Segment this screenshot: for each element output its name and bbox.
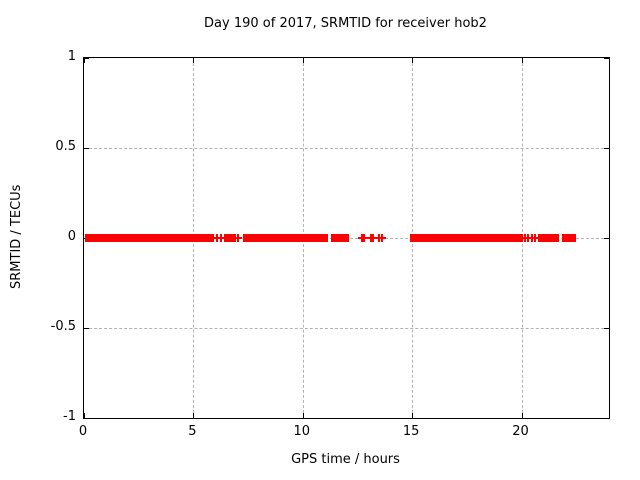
- x-tick-label: 5: [188, 424, 197, 439]
- y-tick-label: 1: [67, 49, 76, 64]
- y-tick-left: [84, 418, 89, 419]
- x-tick-top: [521, 58, 523, 63]
- y-tick-label: 0.5: [55, 139, 76, 154]
- plus-marker: [221, 234, 230, 242]
- data-segment: [409, 234, 523, 242]
- plus-marker: [216, 234, 225, 242]
- x-tick-label: 15: [402, 424, 420, 439]
- y-tick-label: -0.5: [50, 319, 76, 334]
- y-tick-right: [604, 238, 609, 239]
- x-tick-top: [84, 58, 85, 63]
- plus-marker: [368, 234, 377, 242]
- x-tick-label: 0: [78, 424, 88, 439]
- data-segment: [537, 234, 559, 242]
- data-segment: [242, 234, 328, 242]
- plot-area: [83, 57, 610, 419]
- y-tick-right: [604, 328, 609, 329]
- plus-marker: [234, 234, 243, 242]
- x-tick-label: 10: [293, 424, 311, 439]
- x-tick-top: [302, 58, 304, 63]
- y-tick-left: [84, 58, 89, 59]
- x-axis-label: GPS time / hours: [291, 452, 400, 467]
- y-tick-right: [604, 148, 609, 149]
- plus-marker: [530, 234, 539, 242]
- y-gridline: [84, 328, 609, 329]
- x-tick-bottom: [412, 413, 414, 418]
- x-tick-bottom: [193, 413, 195, 418]
- data-segment: [85, 234, 215, 242]
- y-tick-left: [84, 328, 89, 329]
- x-tick-label: 20: [512, 424, 529, 439]
- y-tick-right: [604, 58, 609, 59]
- data-segment: [226, 234, 237, 242]
- data-segment: [561, 234, 577, 242]
- plus-marker: [360, 234, 368, 242]
- y-tick-right: [604, 418, 609, 419]
- y-tick-label: -1: [63, 409, 76, 424]
- x-tick-bottom: [302, 413, 304, 418]
- plus-marker: [524, 234, 533, 242]
- plus-marker: [377, 234, 386, 242]
- y-tick-label: 0: [67, 229, 76, 244]
- x-tick-bottom: [521, 413, 523, 418]
- x-tick-top: [193, 58, 195, 63]
- data-segment: [331, 234, 349, 242]
- chart-title: Day 190 of 2017, SRMTID for receiver hob…: [204, 16, 487, 31]
- y-tick-left: [84, 148, 89, 149]
- x-tick-top: [412, 58, 414, 63]
- x-tick-bottom: [84, 413, 85, 418]
- y-gridline: [84, 148, 609, 149]
- y-axis-label: SRMTID / TECUs: [9, 184, 24, 290]
